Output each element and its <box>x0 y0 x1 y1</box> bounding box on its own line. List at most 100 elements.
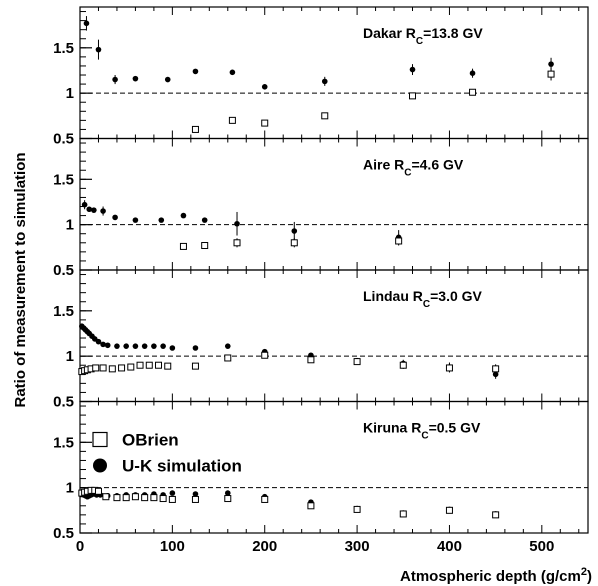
data-point <box>180 212 187 219</box>
data-point <box>151 343 157 349</box>
data-point <box>224 495 232 503</box>
data-point <box>307 502 315 510</box>
data-series <box>79 489 499 517</box>
data-point <box>179 242 187 250</box>
data-point <box>191 362 199 370</box>
data-point <box>164 362 172 370</box>
data-point <box>191 125 199 133</box>
data-point <box>191 495 199 503</box>
data-point <box>261 84 268 90</box>
data-point <box>112 76 118 83</box>
data-point <box>159 495 167 503</box>
panel: 0.5 1 1.5 Aire RC=4.6 GV <box>53 137 589 279</box>
data-point <box>81 201 88 208</box>
data-point <box>94 487 102 495</box>
data-point <box>234 220 240 227</box>
data-point <box>132 343 139 349</box>
y-tick-label: 0.5 <box>53 262 74 279</box>
data-point <box>100 341 106 348</box>
data-point <box>123 343 129 349</box>
data-point <box>131 493 139 501</box>
data-point <box>307 356 315 364</box>
x-tick-label: 300 <box>345 538 370 555</box>
x-tick-label: 500 <box>529 538 554 555</box>
data-point <box>261 495 269 503</box>
data-point <box>469 70 476 77</box>
data-point <box>201 242 209 250</box>
legend: OBrien U-K simulation <box>92 431 242 476</box>
data-point <box>224 354 232 362</box>
data-point <box>492 365 500 373</box>
data-point <box>492 511 500 519</box>
data-point <box>353 358 361 366</box>
data-point <box>261 119 269 127</box>
data-point <box>92 364 100 372</box>
data-point <box>86 206 93 213</box>
data-point <box>108 365 116 373</box>
x-axis-title: Atmospheric depth (g/cm2) <box>400 566 592 585</box>
data-point <box>201 217 208 223</box>
data-point <box>409 66 416 73</box>
panel: 0.5 1 1.5 Dakar RC=13.8 GV <box>53 6 589 148</box>
data-point <box>224 343 231 349</box>
panel-label-subscript: C <box>421 430 428 441</box>
y-tick-label: 1 <box>66 480 74 497</box>
data-point <box>492 371 499 378</box>
data-series <box>81 200 402 245</box>
data-point <box>164 76 171 83</box>
y-tick-label: 1 <box>66 85 74 102</box>
data-point <box>102 493 110 501</box>
x-axis-title-superscript: 2 <box>581 566 587 578</box>
panel-label-value: =3.0 GV <box>430 288 482 304</box>
y-tick-label: 1.5 <box>53 171 74 188</box>
data-point <box>229 69 236 76</box>
data-point <box>321 112 329 120</box>
panel-label-station: Lindau R <box>363 288 423 304</box>
panel-label-subscript: C <box>416 36 423 47</box>
data-point <box>290 239 298 247</box>
data-point <box>150 494 158 502</box>
panel-label: Lindau RC=3.0 GV <box>363 288 483 310</box>
data-point <box>445 364 453 372</box>
x-axis-title-close: ) <box>587 568 592 585</box>
x-tick-label: 400 <box>437 538 462 555</box>
data-point <box>113 494 121 502</box>
data-point <box>192 345 199 351</box>
data-point <box>233 239 241 247</box>
data-point <box>100 208 106 214</box>
panel-label-station: Aire R <box>363 157 404 173</box>
panel: 0.5 1 1.5 Kiruna RC=0.5 GV OBrien U-K simulat… <box>53 400 589 542</box>
data-point <box>169 345 176 351</box>
data-point <box>395 237 403 245</box>
panel-label: Kiruna RC=0.5 GV <box>363 420 481 442</box>
data-point <box>321 78 328 85</box>
y-axis-title: Ratio of measurement to simulation <box>12 152 29 407</box>
panel-label-value: =13.8 GV <box>423 25 483 41</box>
data-point <box>91 207 97 213</box>
data-point <box>158 217 165 223</box>
data-point <box>261 351 269 359</box>
data-point <box>409 92 417 100</box>
data-point <box>228 116 236 124</box>
y-tick-label: 0.5 <box>53 525 74 542</box>
data-point <box>99 364 107 372</box>
legend-marker <box>92 431 108 448</box>
data-point <box>469 88 477 96</box>
y-tick-label: 1.5 <box>53 434 74 451</box>
data-series <box>83 16 554 90</box>
data-series <box>78 486 500 519</box>
legend-label: U-K simulation <box>122 457 242 476</box>
panel-label-station: Dakar R <box>363 25 416 41</box>
data-point <box>136 361 144 369</box>
data-point <box>145 361 153 369</box>
data-point <box>155 361 163 369</box>
data-point <box>141 343 148 349</box>
y-tick-label: 1 <box>66 348 74 365</box>
panel-label-value: =4.6 GV <box>411 157 463 173</box>
panel-label-subscript: C <box>423 299 430 310</box>
panel-frame <box>79 269 589 403</box>
data-point <box>224 490 231 496</box>
x-tick-label: 200 <box>252 538 277 555</box>
data-point <box>169 490 176 496</box>
